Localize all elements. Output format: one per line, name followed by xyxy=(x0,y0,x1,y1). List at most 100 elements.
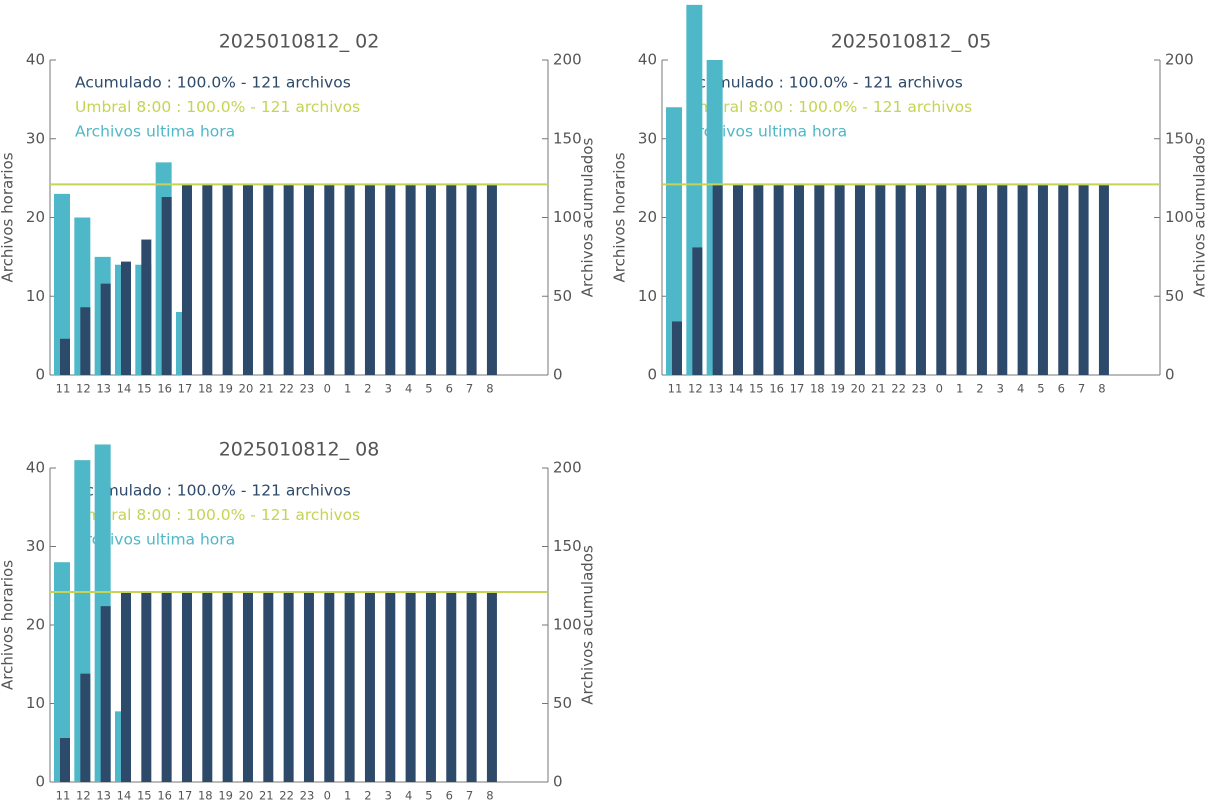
x-tick-label: 13 xyxy=(96,789,111,803)
cumulative-bar xyxy=(141,592,152,782)
y2-tick-label: 100 xyxy=(1165,208,1194,226)
cumulative-bar xyxy=(692,247,703,375)
x-tick-label: 22 xyxy=(891,382,906,396)
y2-tick-label: 0 xyxy=(1165,366,1175,384)
cumulative-bar xyxy=(425,592,436,782)
x-tick-label: 14 xyxy=(117,789,132,803)
x-tick-label: 20 xyxy=(239,382,254,396)
x-tick-label: 17 xyxy=(790,382,805,396)
x-tick-label: 3 xyxy=(997,382,1004,396)
x-tick-label: 16 xyxy=(157,382,172,396)
y2-tick-label: 100 xyxy=(553,208,582,226)
cumulative-bar xyxy=(222,592,233,782)
y-tick-label: 0 xyxy=(35,366,45,384)
cumulative-bar xyxy=(263,184,274,375)
x-tick-label: 19 xyxy=(830,382,845,396)
cumulative-bar xyxy=(936,184,947,375)
y2-tick-label: 150 xyxy=(553,537,582,555)
y2-axis-label: Archivos acumulados xyxy=(579,138,597,298)
cumulative-bar xyxy=(100,283,111,375)
y-tick-label: 0 xyxy=(647,366,657,384)
cumulative-bar xyxy=(773,184,784,375)
y2-axis-label: Archivos acumulados xyxy=(579,545,597,705)
chart-title: 2025010812_ 05 xyxy=(831,31,992,53)
x-tick-label: 13 xyxy=(708,382,723,396)
x-tick-label: 18 xyxy=(198,382,213,396)
x-tick-label: 15 xyxy=(749,382,764,396)
cumulative-bar xyxy=(834,184,845,375)
x-tick-label: 8 xyxy=(1098,382,1105,396)
y-tick-label: 30 xyxy=(26,129,45,147)
x-tick-label: 5 xyxy=(1037,382,1044,396)
chart-title: 2025010812_ 02 xyxy=(219,31,380,53)
x-tick-label: 3 xyxy=(385,789,392,803)
cumulative-bar xyxy=(997,184,1008,375)
cumulative-bar xyxy=(283,184,294,375)
x-tick-label: 0 xyxy=(324,382,331,396)
x-tick-label: 2 xyxy=(976,382,983,396)
legend-entry: Acumulado : 100.0% - 121 archivos xyxy=(687,74,963,92)
y2-tick-label: 150 xyxy=(1165,129,1194,147)
y-tick-label: 10 xyxy=(26,694,45,712)
cumulative-bar xyxy=(1017,184,1028,375)
y2-tick-label: 200 xyxy=(1165,51,1194,69)
y2-tick-label: 50 xyxy=(553,287,572,305)
y2-tick-label: 200 xyxy=(553,51,582,69)
x-tick-label: 0 xyxy=(324,789,331,803)
x-tick-label: 16 xyxy=(769,382,784,396)
x-tick-label: 1 xyxy=(344,382,351,396)
x-tick-label: 17 xyxy=(178,789,193,803)
cumulative-bar xyxy=(405,184,416,375)
cumulative-bar xyxy=(915,184,926,375)
chart-title: 2025010812_ 08 xyxy=(219,439,380,461)
chart-panel: 2025010812_ 05 Archivos horarios Archivos … xyxy=(611,4,1206,396)
cumulative-bar xyxy=(222,184,233,375)
x-tick-label: 14 xyxy=(117,382,132,396)
x-tick-label: 7 xyxy=(466,382,473,396)
cumulative-bar xyxy=(263,592,274,782)
chart-panel: 2025010812_ 08 Archivos horarios Archivos … xyxy=(0,439,597,803)
x-tick-label: 11 xyxy=(56,789,71,803)
cumulative-bar xyxy=(712,184,723,375)
x-tick-label: 20 xyxy=(239,789,254,803)
cumulative-bar xyxy=(1058,184,1069,375)
x-tick-label: 8 xyxy=(486,789,493,803)
x-tick-label: 21 xyxy=(259,789,274,803)
cumulative-bar xyxy=(385,184,396,375)
x-tick-label: 1 xyxy=(956,382,963,396)
cumulative-bar xyxy=(814,184,825,375)
cumulative-bar xyxy=(466,184,477,375)
cumulative-bar xyxy=(486,184,497,375)
x-tick-label: 20 xyxy=(851,382,866,396)
x-tick-label: 12 xyxy=(76,382,91,396)
x-tick-label: 15 xyxy=(137,789,152,803)
chart-panel: 2025010812_ 02 Archivos horarios Archivos … xyxy=(0,31,597,396)
x-tick-label: 16 xyxy=(157,789,172,803)
legend-entry: Acumulado : 100.0% - 121 archivos xyxy=(75,74,351,92)
y-tick-label: 20 xyxy=(26,616,45,634)
cumulative-bar xyxy=(446,184,457,375)
cumulative-bar xyxy=(976,184,987,375)
y-axis-label: Archivos horarios xyxy=(611,152,629,282)
cumulative-bar xyxy=(486,592,497,782)
cumulative-bar xyxy=(141,239,152,375)
y-axis-label: Archivos horarios xyxy=(0,560,17,690)
x-tick-label: 12 xyxy=(688,382,703,396)
x-tick-label: 22 xyxy=(279,789,294,803)
cumulative-bar xyxy=(425,184,436,375)
x-tick-label: 6 xyxy=(1058,382,1065,396)
x-tick-label: 18 xyxy=(810,382,825,396)
legend-entry: Umbral 8:00 : 100.0% - 121 archivos xyxy=(75,98,360,116)
x-tick-label: 2 xyxy=(364,789,371,803)
cumulative-bar xyxy=(344,184,355,375)
x-tick-label: 11 xyxy=(56,382,71,396)
cumulative-bar xyxy=(793,184,804,375)
hourly-bar xyxy=(54,193,70,375)
cumulative-bar xyxy=(385,592,396,782)
y-tick-label: 30 xyxy=(26,537,45,555)
cumulative-bar xyxy=(1098,184,1109,375)
x-tick-label: 4 xyxy=(405,789,412,803)
x-tick-label: 11 xyxy=(668,382,683,396)
cumulative-bar xyxy=(854,184,865,375)
x-tick-label: 23 xyxy=(300,382,315,396)
